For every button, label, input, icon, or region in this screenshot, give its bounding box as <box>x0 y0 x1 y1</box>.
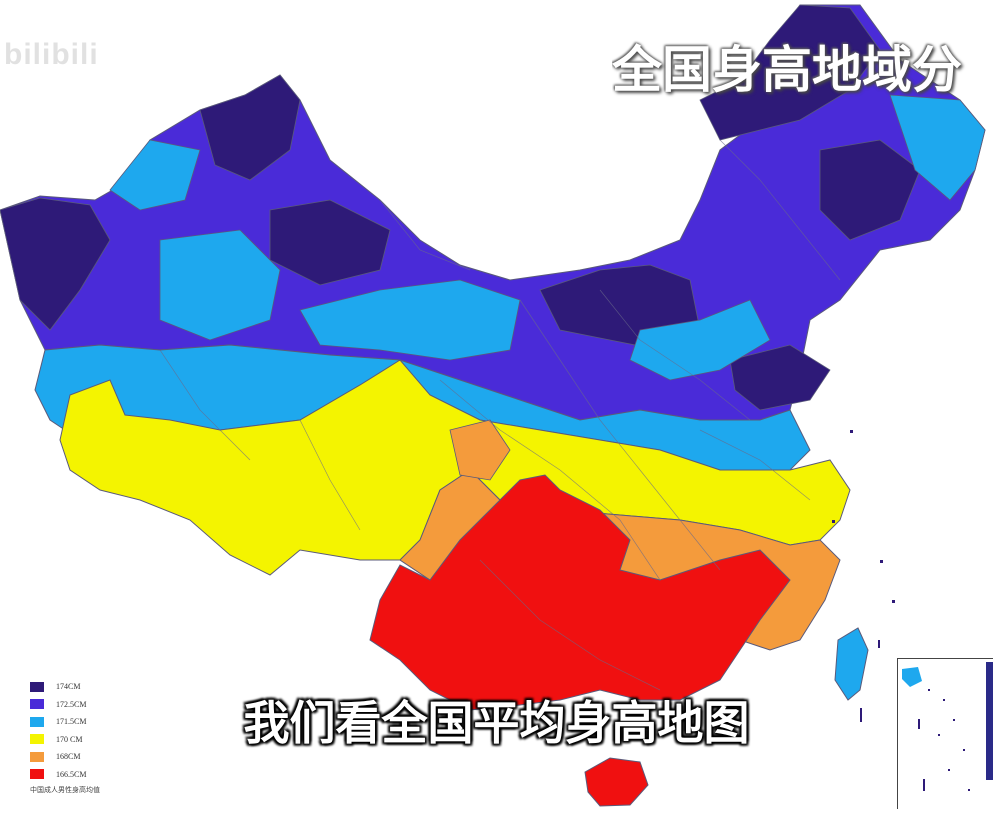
legend-footnote: 中国成人男性身高均值 <box>30 786 100 794</box>
south-china-sea-inset <box>897 658 993 809</box>
legend-swatch <box>30 751 44 762</box>
region-168-sichuan <box>449 419 511 481</box>
region-171-5-gansu <box>299 279 521 361</box>
legend-item-172-5: 172.5CM <box>30 696 86 714</box>
region-174-shandong <box>729 344 831 411</box>
video-subtitle: 我们看全国平均身高地图 <box>243 696 750 750</box>
region-166-5-hainan <box>584 757 649 807</box>
legend-item-170: 170 CM <box>30 731 86 749</box>
legend-item-174: 174CM <box>30 678 86 696</box>
map-legend: 174CM 172.5CM 171.5CM 170 CM 168CM 166.5… <box>30 678 86 783</box>
legend-swatch <box>30 699 44 710</box>
region-171-5-northeast <box>889 94 986 201</box>
region-174-xinjiang-north <box>199 74 301 181</box>
legend-label: 166.5CM <box>56 769 87 779</box>
province-borders <box>159 139 841 691</box>
region-171-5-xinjiang-center <box>159 229 281 341</box>
region-taiwan <box>834 627 869 701</box>
region-174-xinjiang-west <box>0 197 111 331</box>
video-title: 全国身高地域分 <box>612 41 962 99</box>
region-171-5-hebei <box>629 299 771 381</box>
bilibili-watermark: bilibili <box>4 38 99 71</box>
inset-scale-bar <box>986 662 993 780</box>
legend-label: 171.5CM <box>56 717 87 727</box>
legend-item-171-5: 171.5CM <box>30 713 86 731</box>
legend-swatch <box>30 681 44 692</box>
inset-map <box>902 667 970 791</box>
legend-label: 168CM <box>56 752 81 762</box>
legend-swatch <box>30 734 44 745</box>
legend-item-166-5: 166.5CM <box>30 766 86 784</box>
region-166-5-southwest <box>369 474 791 711</box>
legend-item-168: 168CM <box>30 748 86 766</box>
region-171-5-xinjiang-top <box>109 139 201 211</box>
region-174-northeast <box>699 4 881 141</box>
legend-label: 172.5CM <box>56 699 87 709</box>
legend-label: 174CM <box>56 682 81 692</box>
region-174-northeast-south <box>819 139 921 241</box>
legend-label: 170 CM <box>56 734 83 744</box>
legend-swatch <box>30 769 44 780</box>
islands <box>832 430 895 722</box>
legend-swatch <box>30 716 44 727</box>
